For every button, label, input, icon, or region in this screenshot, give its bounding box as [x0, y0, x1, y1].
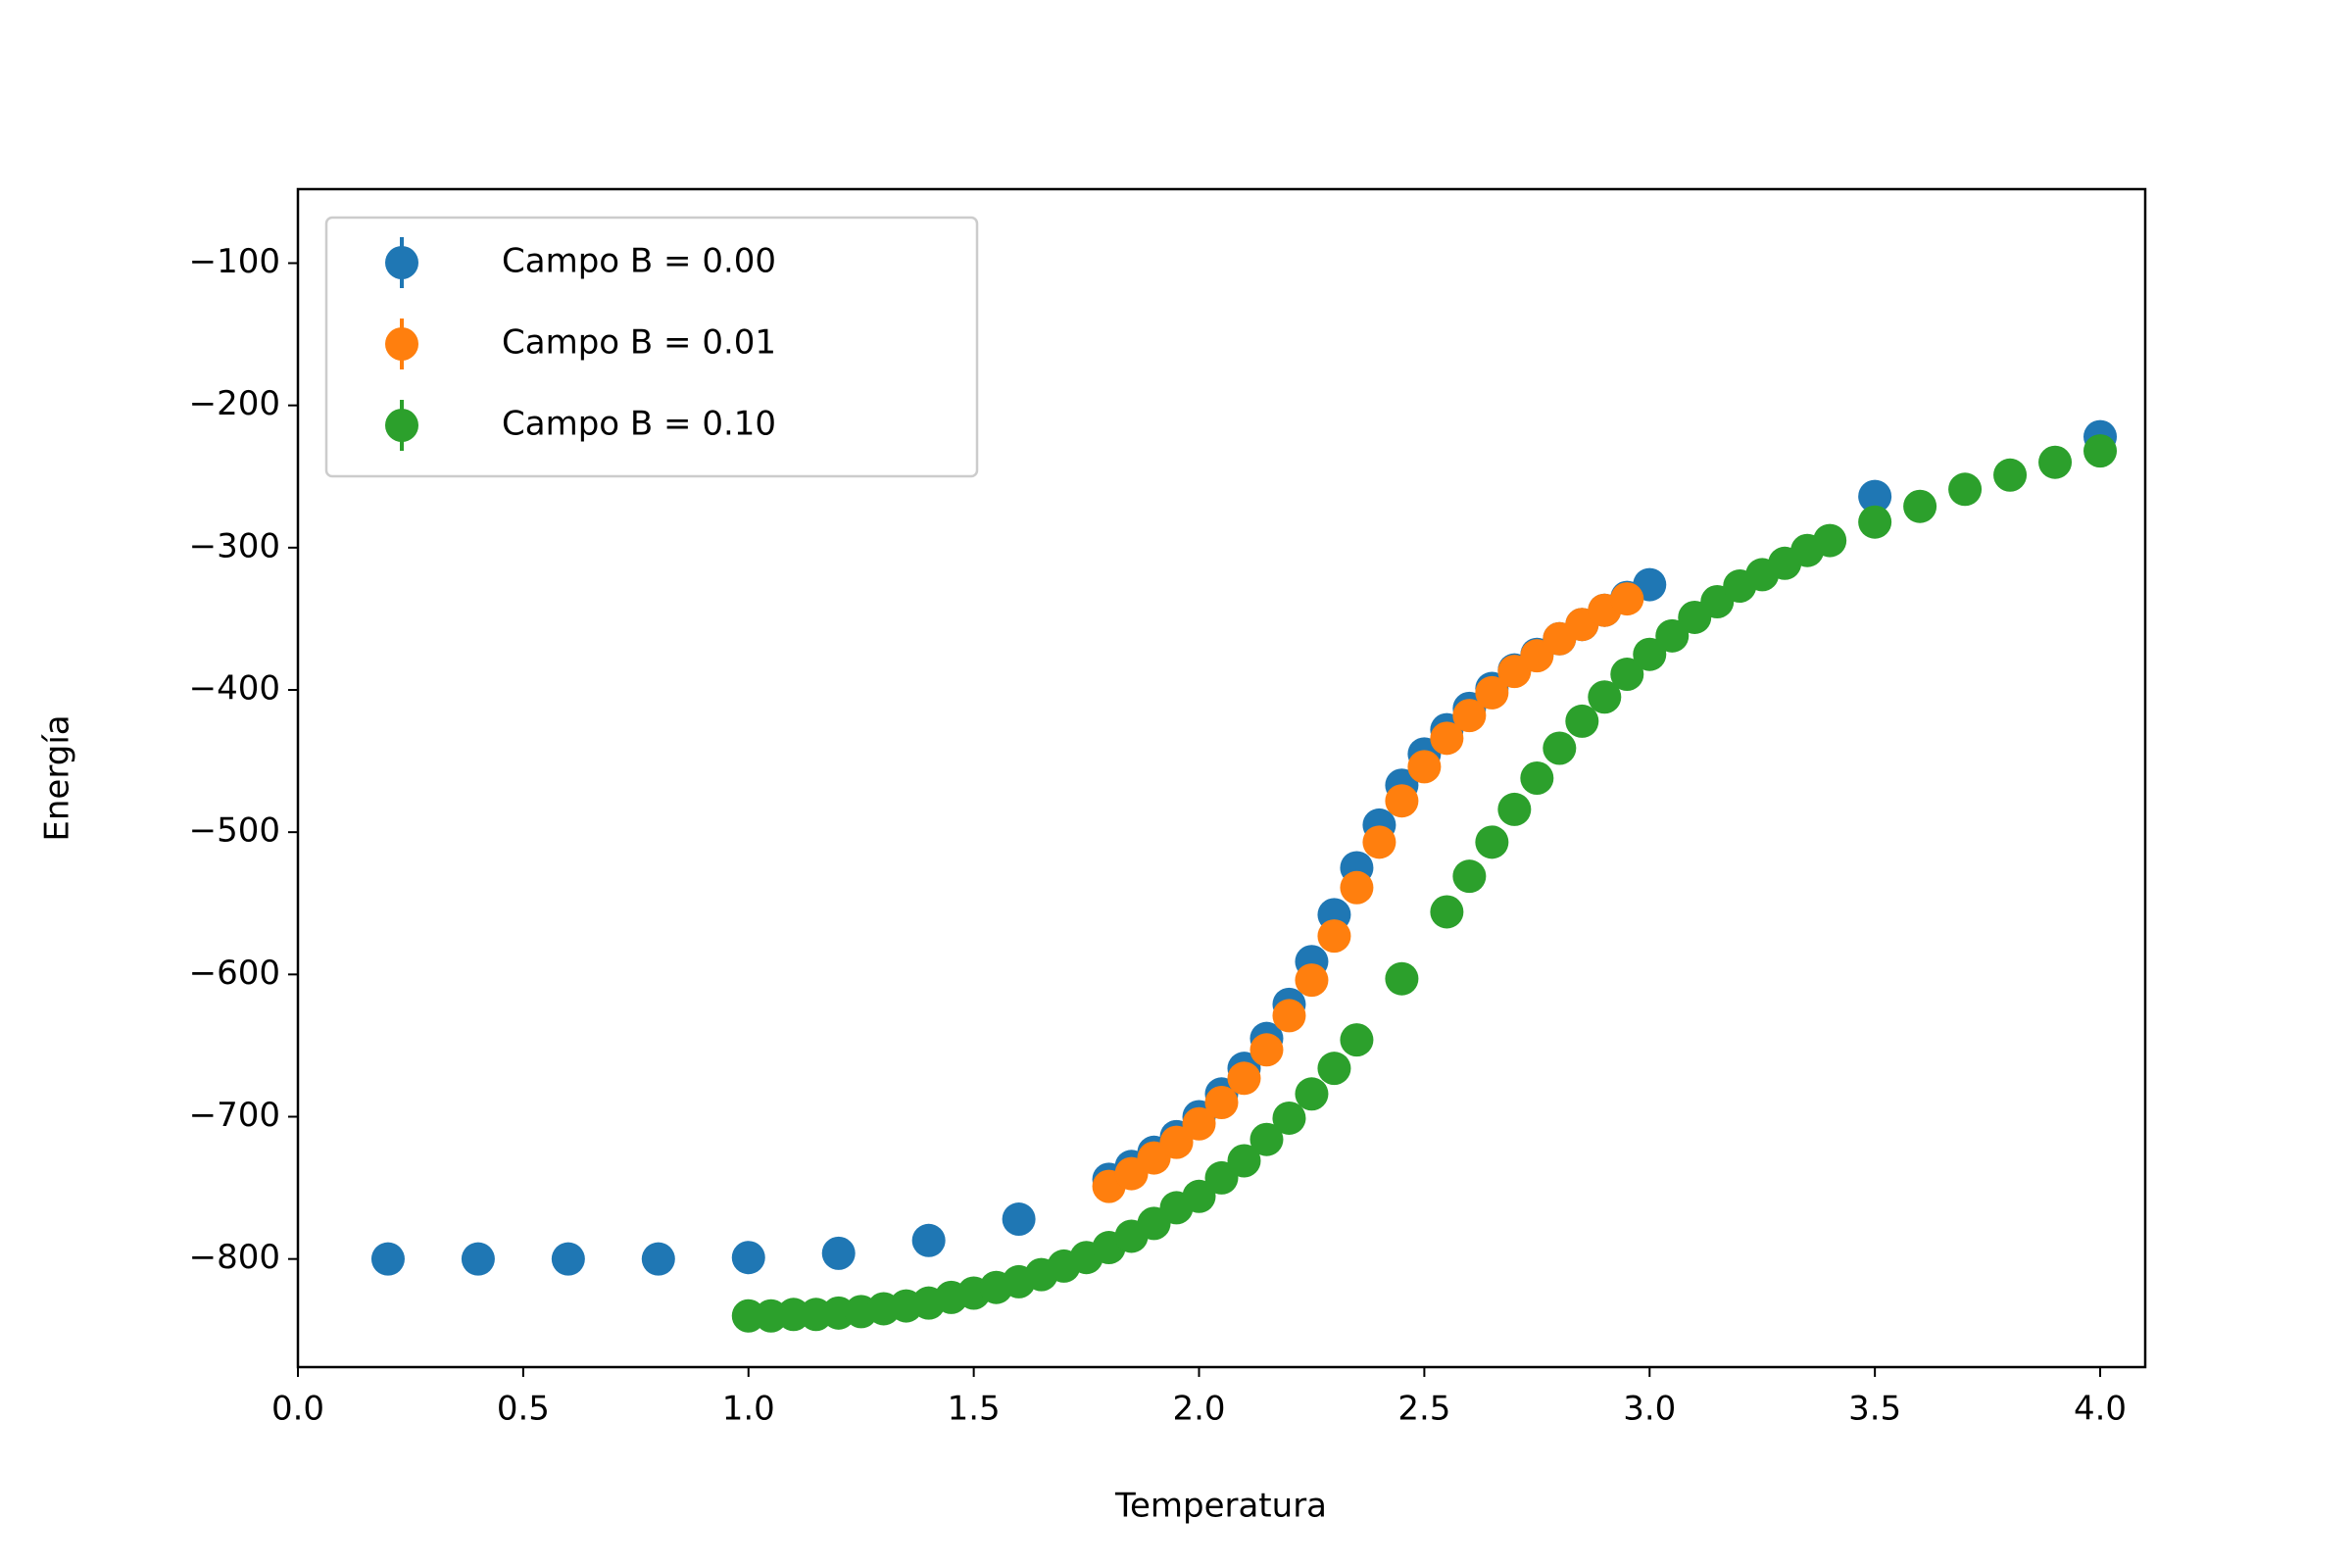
data-point	[1430, 895, 1464, 929]
data-point	[1610, 582, 1644, 616]
data-point	[1633, 637, 1667, 671]
data-point	[731, 1241, 765, 1275]
y-tick-label: −300	[189, 526, 280, 565]
data-point	[1407, 750, 1442, 784]
data-point	[911, 1223, 946, 1257]
data-point	[1475, 825, 1509, 859]
x-tick-label: 1.0	[722, 1390, 775, 1429]
data-point	[2083, 434, 2118, 468]
data-point	[1430, 721, 1464, 756]
x-tick-label: 4.0	[2074, 1390, 2127, 1429]
legend-marker	[385, 327, 418, 361]
data-point	[1858, 505, 1892, 539]
data-point	[1948, 472, 1983, 507]
data-point	[1204, 1085, 1239, 1119]
data-point	[1588, 680, 1622, 714]
data-point	[1295, 1077, 1329, 1111]
data-point	[1317, 919, 1351, 954]
x-tick-label: 2.5	[1397, 1390, 1450, 1429]
y-tick-label: −100	[189, 242, 280, 281]
data-point	[1250, 1033, 1284, 1067]
y-tick-label: −200	[189, 384, 280, 423]
data-point	[1227, 1144, 1261, 1178]
data-point	[1610, 658, 1644, 692]
data-point	[1903, 489, 1937, 523]
data-point	[1317, 1052, 1351, 1086]
data-point	[1340, 1023, 1374, 1057]
plot-area	[370, 419, 2118, 1333]
data-point	[1272, 999, 1306, 1033]
data-point	[1452, 699, 1487, 733]
data-point	[1182, 1179, 1216, 1213]
x-tick-label: 3.5	[1848, 1390, 1901, 1429]
legend-marker	[385, 409, 418, 442]
data-point	[1272, 1101, 1306, 1135]
y-axis-label: Energía	[38, 714, 77, 841]
data-point	[461, 1242, 495, 1276]
legend: Campo B = 0.00 Campo B = 0.01 Campo B = 0.…	[324, 216, 979, 478]
legend-box	[324, 216, 979, 478]
data-point	[1340, 870, 1374, 905]
data-point	[1385, 961, 1419, 996]
data-point	[1362, 825, 1396, 859]
x-tick-label: 2.0	[1172, 1390, 1225, 1429]
x-tick-label: 3.0	[1623, 1390, 1676, 1429]
data-point	[1565, 704, 1599, 738]
data-point	[1295, 963, 1329, 998]
legend-label: Campo B = 0.01	[502, 323, 776, 363]
data-point	[1813, 523, 1847, 558]
data-point	[1858, 479, 1892, 514]
data-point	[1497, 792, 1532, 826]
data-point	[1993, 458, 2028, 492]
data-point	[821, 1236, 856, 1270]
data-point	[1227, 1061, 1261, 1096]
data-point	[551, 1242, 585, 1276]
data-point	[1385, 784, 1419, 818]
data-point	[1159, 1125, 1194, 1159]
data-point	[1520, 761, 1554, 795]
y-tick-label: −500	[189, 811, 280, 851]
data-point	[1543, 731, 1577, 765]
x-tick-label: 0.5	[497, 1390, 550, 1429]
data-point	[1655, 618, 1690, 653]
data-point	[1204, 1160, 1239, 1195]
x-axis-label: Temperatura	[1114, 1487, 1327, 1526]
data-point	[641, 1242, 675, 1276]
axes-frame	[296, 187, 2147, 1369]
data-point	[370, 1242, 405, 1276]
legend-label: Campo B = 0.10	[502, 405, 776, 444]
data-point	[1520, 639, 1554, 673]
legend-label: Campo B = 0.00	[502, 242, 776, 281]
y-tick-label: −700	[189, 1096, 280, 1135]
y-tick-label: −800	[189, 1238, 280, 1277]
data-point	[1452, 859, 1487, 894]
x-tick-label: 1.5	[948, 1390, 1001, 1429]
x-tick-label: 0.0	[271, 1390, 324, 1429]
data-point	[2038, 445, 2073, 479]
data-point	[1182, 1106, 1216, 1141]
legend-marker	[385, 246, 418, 279]
y-tick-label: −600	[189, 954, 280, 993]
data-point	[1475, 675, 1509, 710]
data-point	[1250, 1122, 1284, 1156]
data-point	[1002, 1202, 1036, 1237]
y-tick-label: −400	[189, 668, 280, 708]
